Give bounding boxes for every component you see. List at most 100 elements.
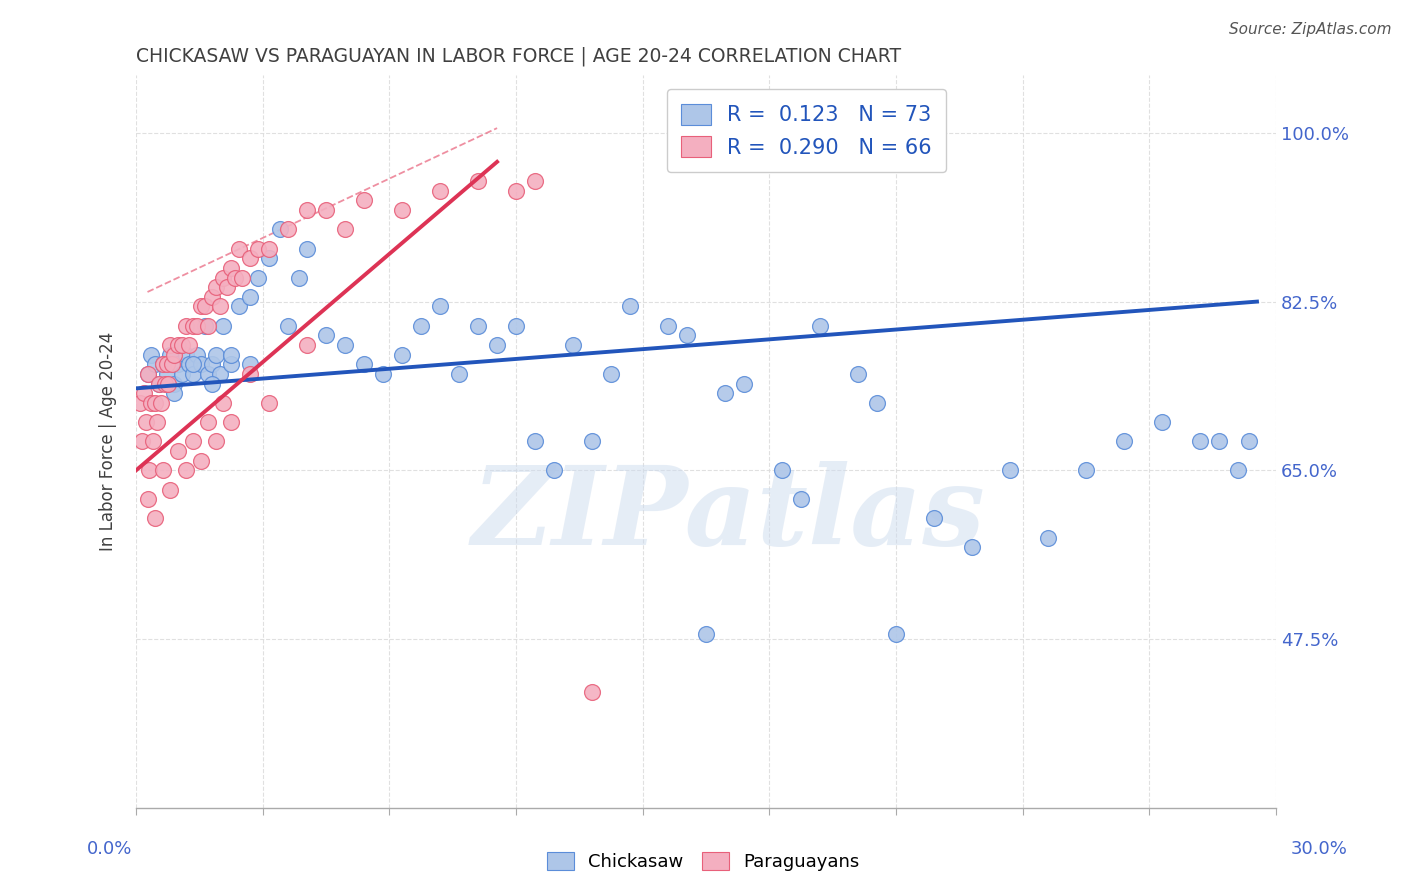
Point (257, 396, 280, 410)
Point (179, 338, 201, 352)
Point (193, 318, 215, 333)
Point (217, 280, 239, 294)
Point (228, 300, 250, 314)
Point (219, 357, 242, 371)
Point (353, 194, 375, 208)
Point (295, 242, 318, 256)
Point (315, 328, 337, 343)
Point (205, 280, 228, 294)
Point (148, 376, 170, 391)
Point (167, 357, 190, 371)
Point (186, 318, 208, 333)
Point (449, 367, 471, 381)
Point (239, 357, 262, 371)
Point (149, 396, 172, 410)
Point (391, 348, 413, 362)
Point (505, 184, 527, 198)
Point (1150, 415, 1173, 429)
Point (1208, 434, 1230, 449)
Point (148, 376, 170, 391)
Point (155, 357, 177, 371)
Point (167, 444, 190, 458)
Point (998, 463, 1021, 477)
Point (1239, 434, 1261, 449)
Point (790, 492, 813, 507)
Point (163, 376, 186, 391)
Point (152, 357, 174, 371)
Point (295, 202, 318, 217)
Point (224, 270, 246, 285)
Point (866, 396, 889, 410)
Point (201, 376, 224, 391)
Point (135, 415, 157, 429)
Text: Source: ZipAtlas.com: Source: ZipAtlas.com (1229, 22, 1392, 37)
Point (246, 242, 269, 256)
Point (170, 338, 193, 352)
Point (143, 396, 166, 410)
Point (193, 300, 215, 314)
Point (486, 338, 509, 352)
Text: 30.0%: 30.0% (1291, 840, 1347, 858)
Point (181, 357, 204, 371)
Point (269, 222, 291, 236)
Point (136, 492, 159, 507)
Point (467, 318, 489, 333)
Point (179, 357, 201, 371)
Point (190, 357, 212, 371)
Point (333, 338, 356, 352)
Point (257, 242, 280, 256)
Point (152, 357, 174, 371)
Point (657, 318, 679, 333)
Point (208, 367, 231, 381)
Point (170, 367, 193, 381)
Point (524, 174, 547, 188)
Point (174, 318, 197, 333)
Point (181, 434, 204, 449)
Point (181, 318, 204, 333)
Point (163, 348, 186, 362)
Point (129, 396, 152, 410)
Point (219, 260, 242, 275)
Point (136, 367, 159, 381)
Point (190, 300, 212, 314)
Text: CHICKASAW VS PARAGUAYAN IN LABOR FORCE | AGE 20-24 CORRELATION CHART: CHICKASAW VS PARAGUAYAN IN LABOR FORCE |… (136, 46, 901, 66)
Point (239, 290, 262, 304)
Point (186, 348, 208, 362)
Point (429, 300, 451, 314)
Point (277, 318, 299, 333)
Point (159, 338, 181, 352)
Point (201, 290, 224, 304)
Point (138, 463, 160, 477)
Point (333, 222, 356, 236)
Point (543, 463, 565, 477)
Point (174, 463, 197, 477)
Legend: Chickasaw, Paraguayans: Chickasaw, Paraguayans (540, 845, 866, 879)
Point (146, 415, 169, 429)
Point (136, 367, 159, 381)
Point (960, 541, 983, 555)
Point (190, 453, 212, 467)
Legend: R =  0.123   N = 73, R =  0.290   N = 66: R = 0.123 N = 73, R = 0.290 N = 66 (666, 89, 946, 172)
Point (695, 627, 717, 641)
Point (846, 367, 869, 381)
Point (581, 434, 603, 449)
Point (131, 434, 153, 449)
Point (770, 463, 793, 477)
Point (246, 270, 269, 285)
Point (197, 318, 219, 333)
Point (371, 367, 394, 381)
Point (1036, 531, 1059, 545)
Point (1226, 463, 1249, 477)
Point (733, 376, 755, 391)
Point (409, 318, 432, 333)
Point (315, 202, 337, 217)
Point (600, 367, 623, 381)
Point (157, 376, 180, 391)
Point (141, 396, 163, 410)
Point (163, 386, 186, 401)
Point (212, 270, 235, 285)
Point (197, 415, 219, 429)
Point (212, 318, 235, 333)
Y-axis label: In Labor Force | Age 20-24: In Labor Force | Age 20-24 (100, 332, 117, 551)
Point (619, 300, 641, 314)
